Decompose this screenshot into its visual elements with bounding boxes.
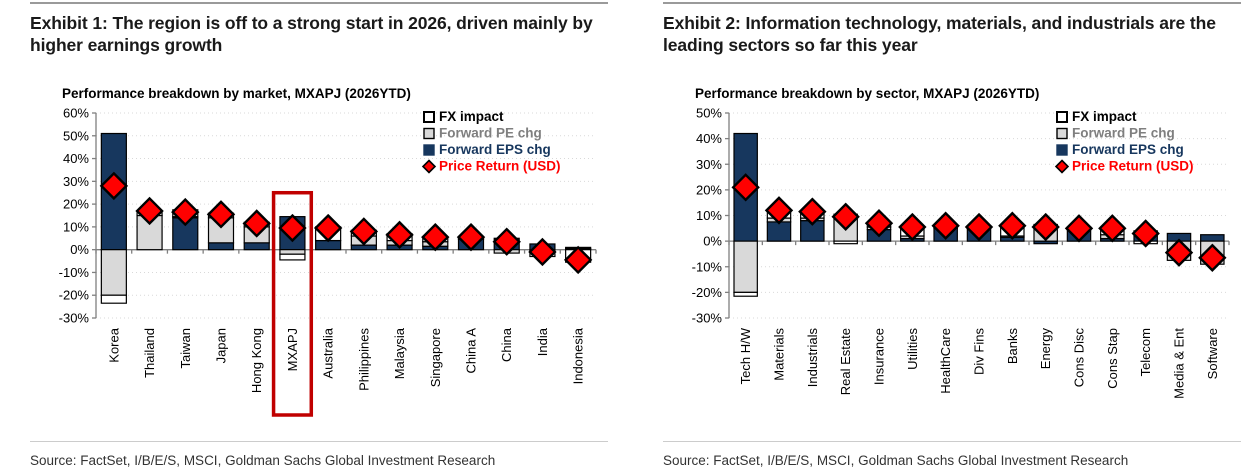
svg-text:-30%: -30% [59,311,90,326]
svg-text:10%: 10% [63,219,89,234]
svg-text:FX impact: FX impact [1072,109,1137,124]
svg-text:Banks: Banks [1005,328,1020,365]
exhibit-2-source-text: Source: FactSet, I/B/E/S, MSCI, Goldman … [663,453,1129,468]
svg-text:0%: 0% [70,242,89,257]
svg-text:20%: 20% [63,197,89,212]
exhibit-2-title: Exhibit 2: Information technology, mater… [663,13,1216,56]
exhibit-1-source-text: Source: FactSet, I/B/E/S, MSCI, Goldman … [30,453,496,468]
svg-text:50%: 50% [63,128,89,143]
exhibit-2-column: Exhibit 2: Information technology, mater… [663,0,1241,476]
svg-text:-30%: -30% [692,311,723,326]
svg-text:Telecom: Telecom [1138,328,1153,376]
svg-text:Real Estate: Real Estate [838,328,853,395]
svg-text:Thailand: Thailand [142,328,157,378]
svg-text:Tech H/W: Tech H/W [738,327,753,384]
svg-text:10%: 10% [696,208,722,223]
exhibit-2-source-rule [663,441,1241,442]
exhibit-1-source-rule [30,441,608,442]
exhibit-1-title: Exhibit 1: The region is off to a strong… [30,13,593,56]
svg-text:Software: Software [1205,328,1220,379]
svg-text:40%: 40% [63,151,89,166]
svg-text:Hong Kong: Hong Kong [249,328,264,393]
svg-text:FX impact: FX impact [439,109,504,124]
svg-text:Cons Disc: Cons Disc [1072,328,1087,388]
svg-text:Price Return (USD): Price Return (USD) [1072,159,1194,174]
svg-text:40%: 40% [696,131,722,146]
svg-text:Korea: Korea [106,327,121,362]
svg-text:Australia: Australia [321,327,336,378]
svg-text:30%: 30% [63,174,89,189]
svg-text:Forward EPS chg: Forward EPS chg [439,142,551,157]
exhibit-1-column: Exhibit 1: The region is off to a strong… [30,0,608,476]
exhibit-2-top-rule [663,2,1241,4]
svg-text:Japan: Japan [214,328,229,363]
svg-text:50%: 50% [696,106,722,121]
exhibit-1-top-rule [30,2,608,4]
svg-text:HealthCare: HealthCare [938,328,953,394]
market-chart: 60% 50% 40% 30% 20% 10% 0% -10% -20% -30% Korea Tha… [59,106,597,417]
svg-text:Materials: Materials [772,328,787,381]
svg-text:30%: 30% [696,157,722,172]
svg-text:Philippines: Philippines [356,328,371,391]
svg-text:India: India [535,327,550,356]
svg-text:Energy: Energy [1038,328,1053,370]
svg-text:Forward EPS chg: Forward EPS chg [1072,142,1184,157]
svg-text:Forward PE chg: Forward PE chg [1072,126,1175,141]
svg-text:China A: China A [464,328,479,374]
market-chart-block: Performance breakdown by market, MXAPJ (… [30,86,608,425]
svg-text:Forward PE chg: Forward PE chg [439,126,542,141]
market-chart-title: Performance breakdown by market, MXAPJ (… [62,86,411,101]
svg-text:-10%: -10% [692,259,723,274]
svg-text:-20%: -20% [59,288,90,303]
svg-text:Malaysia: Malaysia [392,327,407,379]
svg-text:Media & Ent: Media & Ent [1172,328,1187,399]
svg-text:Industrials: Industrials [805,328,820,388]
sector-chart-block: Performance breakdown by sector, MXAPJ (… [663,86,1241,425]
sector-chart-title: Performance breakdown by sector, MXAPJ (… [695,86,1040,101]
svg-text:Utilities: Utilities [905,328,920,370]
svg-text:Cons Stap: Cons Stap [1105,328,1120,389]
svg-text:Taiwan: Taiwan [178,328,193,368]
sector-chart: 50% 40% 30% 20% 10% 0% -10% -20% -30% Tech H/W Mat… [692,106,1230,399]
svg-text:Div Fins: Div Fins [972,328,987,375]
svg-text:-10%: -10% [59,265,90,280]
exhibit-1-source-block: Source: FactSet, I/B/E/S, MSCI, Goldman … [30,441,608,468]
svg-text:0%: 0% [703,234,722,249]
svg-text:Insurance: Insurance [872,328,887,385]
svg-text:Indonesia: Indonesia [571,327,586,384]
svg-text:60%: 60% [63,106,89,121]
svg-text:20%: 20% [696,182,722,197]
svg-text:Singapore: Singapore [428,328,443,387]
svg-text:-20%: -20% [692,285,723,300]
svg-text:China: China [499,327,514,362]
svg-text:Price Return (USD): Price Return (USD) [439,159,561,174]
exhibit-2-source-block: Source: FactSet, I/B/E/S, MSCI, Goldman … [663,441,1241,468]
svg-text:MXAPJ: MXAPJ [285,328,300,371]
